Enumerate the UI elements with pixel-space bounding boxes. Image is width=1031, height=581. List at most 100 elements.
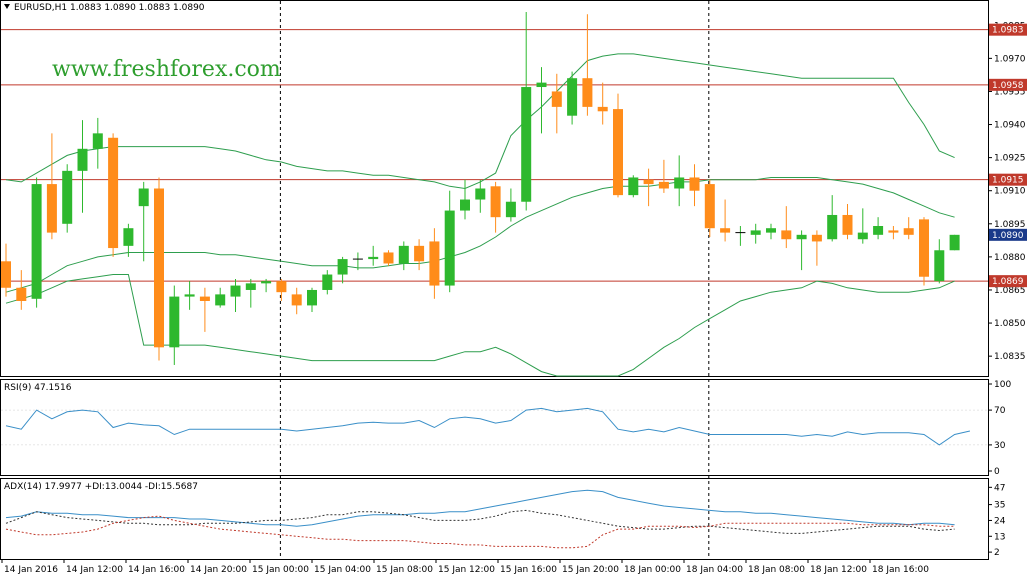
candle-body xyxy=(704,184,715,229)
adx-y-tick-label: 24 xyxy=(994,516,1006,526)
candle-body xyxy=(551,91,562,107)
level-price-tag-label: 1.0869 xyxy=(992,277,1024,287)
candle-body xyxy=(322,274,333,290)
candle-body xyxy=(505,201,516,218)
candle-body xyxy=(368,256,379,260)
level-price-tag-label: 1.0915 xyxy=(992,176,1024,186)
price-y-tick-label: 1.0955 xyxy=(994,87,1026,97)
x-tick-label: 18 Jan 08:00 xyxy=(748,565,805,575)
candle-body xyxy=(123,228,134,246)
x-tick-label: 18 Jan 00:00 xyxy=(624,565,681,575)
bollinger-lower-line xyxy=(5,274,955,377)
price-y-tick-label: 1.0895 xyxy=(994,220,1026,230)
bollinger-middle-line xyxy=(5,177,955,293)
candle-body xyxy=(92,133,103,149)
candle-body xyxy=(643,179,654,185)
adx-indicator xyxy=(5,489,955,549)
candle-body xyxy=(597,106,608,112)
rsi-header: RSI(9) 47.1516 xyxy=(4,383,72,393)
x-tick-label: 14 Jan 2016 xyxy=(4,565,58,575)
plus-di-line xyxy=(5,509,955,534)
current-price-tag-label: 1.0890 xyxy=(992,231,1024,241)
x-tick-label: 15 Jan 08:00 xyxy=(376,565,433,575)
candle-body xyxy=(521,87,532,202)
candle-body xyxy=(108,137,119,249)
price-y-tick-label: 1.0880 xyxy=(994,253,1026,263)
rsi-y-tick-label: 70 xyxy=(994,406,1006,416)
candle-body xyxy=(245,283,256,290)
candle-body xyxy=(796,234,807,240)
price-y-tick-label: 1.0940 xyxy=(994,121,1026,131)
candle-body xyxy=(444,210,455,286)
rsi-y-tick-label: 30 xyxy=(994,441,1006,451)
candle-body xyxy=(811,234,822,242)
candle-body xyxy=(536,82,547,88)
candle-body xyxy=(888,230,899,233)
candle-body xyxy=(398,245,409,264)
candle-body xyxy=(62,170,73,224)
price-y-tick-label: 1.0850 xyxy=(994,319,1026,329)
candle-body xyxy=(720,228,731,233)
x-tick-label: 18 Jan 16:00 xyxy=(872,565,929,575)
level-price-tag xyxy=(989,78,1027,91)
candle-body xyxy=(215,294,226,306)
candle-body xyxy=(414,245,425,262)
candle-body xyxy=(307,289,317,306)
candle-body xyxy=(857,232,868,240)
candle-body xyxy=(674,177,685,189)
horizontal-levels xyxy=(1,29,988,282)
candle-body xyxy=(383,252,394,264)
candle-body xyxy=(460,199,470,211)
candle-body xyxy=(842,214,853,235)
rsi-line xyxy=(5,407,971,446)
candle-body xyxy=(291,294,302,306)
x-tick-label: 14 Jan 20:00 xyxy=(190,565,247,575)
candle-body xyxy=(567,78,578,116)
candle-body xyxy=(919,219,929,277)
watermark: www.freshforex.com xyxy=(52,57,281,82)
price-y-tick-label: 1.0925 xyxy=(994,154,1026,164)
x-axis-labels: 14 Jan 2016 14 Jan 12:00 14 Jan 16:00 14 Ja… xyxy=(1,559,929,575)
adx-header: ADX(14) 17.9977 +DI:13.0044 -DI:15.5687 xyxy=(4,482,198,492)
candle-body xyxy=(31,184,42,299)
adx-y-tick-label: 13 xyxy=(994,532,1005,542)
candle-body xyxy=(261,281,272,284)
candle-body xyxy=(658,181,669,189)
candle-body xyxy=(46,184,57,233)
adx-y-tick-label: 2 xyxy=(994,548,1000,558)
collapse-triangle-icon[interactable] xyxy=(4,4,10,9)
candle-body xyxy=(1,261,11,288)
candle-body xyxy=(949,234,960,251)
candle-body xyxy=(689,177,700,191)
candle-body xyxy=(337,259,348,275)
level-price-tag-label: 1.0958 xyxy=(992,81,1024,91)
x-tick-label: 18 Jan 04:00 xyxy=(686,565,743,575)
candle-body xyxy=(138,188,149,207)
adx-y-tick-label: 35 xyxy=(994,501,1005,511)
rsi-indicator xyxy=(1,407,988,446)
x-tick-label: 15 Jan 00:00 xyxy=(252,565,309,575)
x-tick-label: 18 Jan 12:00 xyxy=(810,565,867,575)
candle-body xyxy=(199,296,210,301)
price-y-tick-label: 1.0865 xyxy=(994,286,1026,296)
level-price-tag xyxy=(989,173,1027,186)
rsi-y-tick-label: 100 xyxy=(994,380,1011,390)
x-tick-label: 14 Jan 16:00 xyxy=(128,565,185,575)
level-price-tag xyxy=(989,275,1027,288)
candle-body xyxy=(16,287,27,301)
level-price-tag-label: 1.0983 xyxy=(992,26,1024,36)
x-tick-label: 15 Jan 20:00 xyxy=(562,565,619,575)
candle-body xyxy=(766,228,776,233)
candle-body xyxy=(276,281,287,293)
level-price-tag xyxy=(989,23,1027,36)
candles xyxy=(1,12,960,365)
minus-di-line xyxy=(5,515,955,549)
candle-body xyxy=(903,228,914,235)
candle-body xyxy=(781,230,792,240)
x-tick-label: 15 Jan 04:00 xyxy=(314,565,371,575)
price-tags: 1.0983 1.0958 1.0915 1.0869 1.0890 xyxy=(989,23,1027,288)
rsi-panel xyxy=(0,379,989,476)
candle-body xyxy=(582,78,593,107)
candle-body xyxy=(169,296,180,348)
